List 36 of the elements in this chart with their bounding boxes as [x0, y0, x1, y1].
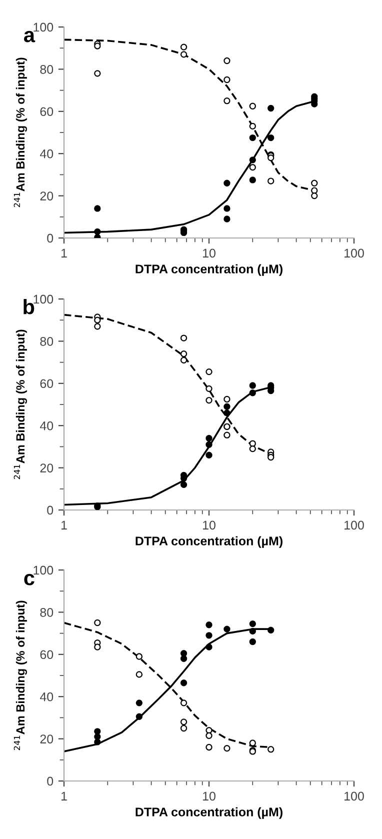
- y-tick-label: 40: [40, 692, 54, 702]
- y-tick-label: 60: [40, 107, 54, 116]
- x-axis-title: DTPA concentration (µM): [136, 264, 282, 276]
- y-tick-label: 20: [40, 734, 54, 744]
- x-tick-label: 1: [61, 520, 67, 530]
- x-axis-title: DTPA concentration (µM): [136, 807, 282, 819]
- chart-title: b: [24, 299, 34, 314]
- x-tick-label: 100: [344, 520, 364, 530]
- x-tick-label: 1: [61, 248, 67, 258]
- y-tick-label: 20: [40, 464, 54, 472]
- y-tick-label: 40: [40, 149, 54, 158]
- x-tick-label: 10: [203, 792, 216, 801]
- x-tick-label: 1: [61, 792, 67, 800]
- x-axis-title: DTPA concentration (µM): [136, 536, 282, 548]
- y-tick-label: 80: [40, 608, 54, 617]
- y-tick-label: 60: [40, 650, 54, 660]
- x-tick-label: 100: [344, 792, 364, 801]
- chart-title: a: [24, 30, 36, 42]
- y-tick-label: 60: [40, 379, 54, 388]
- y-tick-label: 20: [40, 192, 54, 200]
- chart-title: c: [24, 574, 34, 586]
- y-tick-label: 0: [47, 234, 54, 243]
- y-tick-label: 100: [34, 294, 54, 304]
- y-tick-label: 40: [40, 421, 54, 430]
- x-tick-label: 100: [344, 248, 364, 258]
- y-axis-title: $^{241}$Am Binding (% of input): [14, 58, 27, 208]
- y-tick-label: 100: [34, 22, 54, 32]
- y-tick-label: 0: [47, 506, 54, 515]
- x-tick-label: 10: [203, 520, 216, 530]
- y-tick-label: 80: [40, 65, 54, 74]
- y-tick-label: 80: [40, 337, 54, 346]
- y-axis-title: $^{241}$Am Binding (% of input): [14, 330, 27, 480]
- y-tick-label: 0: [47, 776, 54, 786]
- y-tick-label: 100: [34, 566, 54, 575]
- y-axis-title: $^{241}$Am Binding (% of input): [14, 600, 27, 750]
- x-tick-label: 10: [203, 248, 216, 258]
